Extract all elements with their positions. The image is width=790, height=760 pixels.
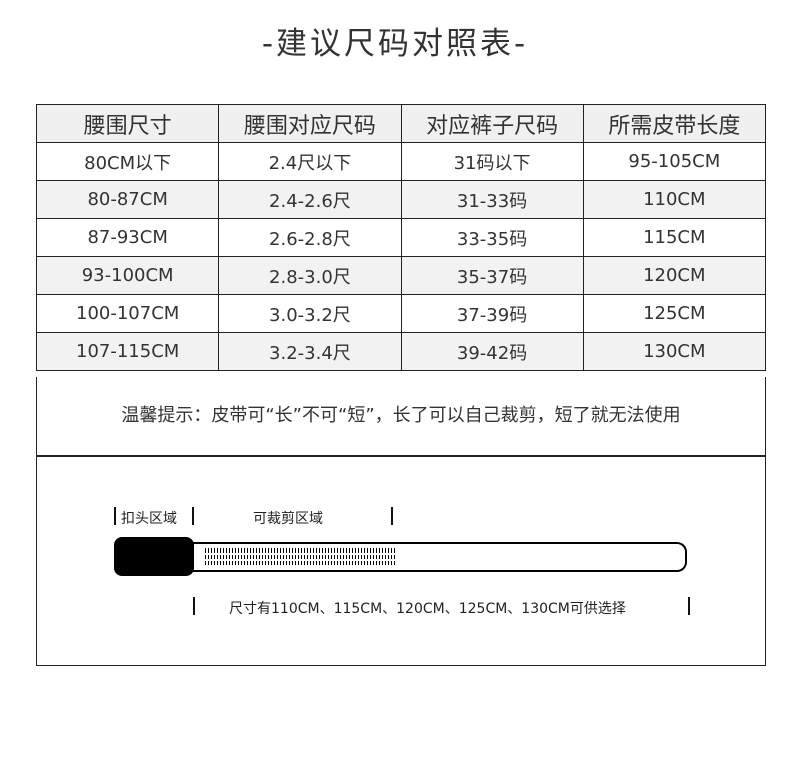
belt-diagram: 扣头区域 可裁剪区域 尺寸有110CM、115CM、120CM、125CM、13… [36, 456, 766, 666]
header-cell: 对应裤子尺码 [400, 104, 584, 143]
table-row: 107-115CM 3.2-3.4尺 39-42码 130CM [35, 332, 767, 371]
table-cell: 2.8-3.0尺 [218, 256, 402, 295]
table-cell: 2.6-2.8尺 [218, 218, 402, 257]
table-row: 100-107CM 3.0-3.2尺 37-39码 125CM [35, 294, 767, 333]
belt-buckle-shape [114, 537, 194, 576]
table-cell: 125CM [582, 294, 767, 333]
cut-area-label: 可裁剪区域 [253, 511, 323, 527]
table-cell: 93-100CM [35, 256, 220, 295]
divider-tick [114, 507, 116, 525]
table-row: 80-87CM 2.4-2.6尺 31-33码 110CM [35, 180, 767, 219]
header-cell: 腰围对应尺码 [218, 104, 402, 143]
divider-tick [192, 507, 194, 525]
table-cell: 87-93CM [35, 218, 220, 257]
table-cell: 31码以下 [400, 142, 584, 181]
table-cell: 31-33码 [400, 180, 584, 219]
table-header-row: 腰围尺寸 腰围对应尺码 对应裤子尺码 所需皮带长度 [35, 104, 767, 143]
table-row: 80CM以下 2.4尺以下 31码以下 95-105CM [35, 142, 767, 181]
table-cell: 110CM [582, 180, 767, 219]
table-cell: 130CM [582, 332, 767, 371]
buckle-area-label: 扣头区域 [121, 511, 177, 527]
table-cell: 2.4尺以下 [218, 142, 402, 181]
divider-tick [193, 597, 195, 615]
belt-holes-pattern [205, 548, 395, 565]
table-cell: 33-35码 [400, 218, 584, 257]
table-cell: 3.2-3.4尺 [218, 332, 402, 371]
divider-tick [688, 597, 690, 615]
table-cell: 80CM以下 [35, 142, 220, 181]
table-cell: 100-107CM [35, 294, 220, 333]
sizes-available-label: 尺寸有110CM、115CM、120CM、125CM、130CM可供选择 [229, 601, 626, 617]
size-table: 腰围尺寸 腰围对应尺码 对应裤子尺码 所需皮带长度 80CM以下 2.4尺以下 31… [35, 104, 767, 371]
table-row: 87-93CM 2.6-2.8尺 33-35码 115CM [35, 218, 767, 257]
table-cell: 95-105CM [582, 142, 767, 181]
table-cell: 2.4-2.6尺 [218, 180, 402, 219]
table-cell: 107-115CM [35, 332, 220, 371]
belt-strap-shape [189, 542, 687, 572]
header-cell: 所需皮带长度 [582, 104, 767, 143]
table-row: 93-100CM 2.8-3.0尺 35-37码 120CM [35, 256, 767, 295]
table-cell: 35-37码 [400, 256, 584, 295]
table-cell: 37-39码 [400, 294, 584, 333]
table-cell: 39-42码 [400, 332, 584, 371]
header-cell: 腰围尺寸 [35, 104, 220, 143]
table-cell: 3.0-3.2尺 [218, 294, 402, 333]
tip-note: 温馨提示：皮带可“长”不可“短”，长了可以自己裁剪，短了就无法使用 [36, 377, 766, 456]
page-title: -建议尺码对照表- [261, 26, 529, 62]
table-cell: 115CM [582, 218, 767, 257]
table-cell: 120CM [582, 256, 767, 295]
table-cell: 80-87CM [35, 180, 220, 219]
divider-tick [391, 507, 393, 525]
